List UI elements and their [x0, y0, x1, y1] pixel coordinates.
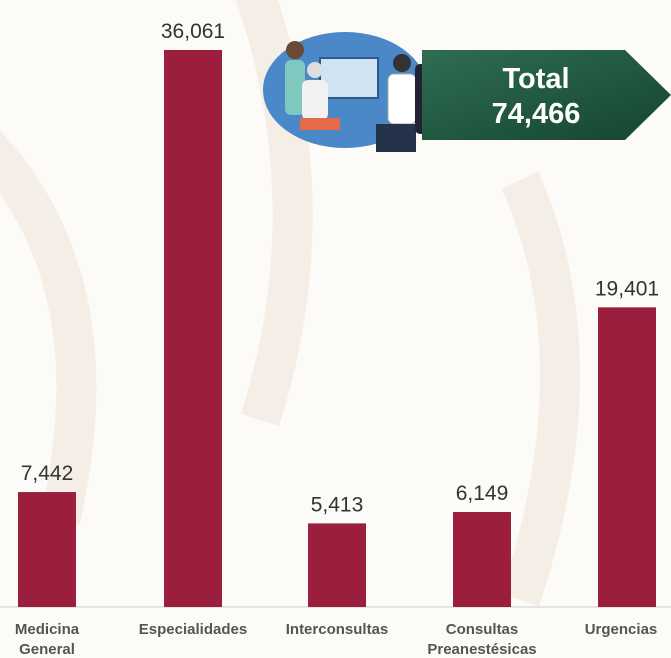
category-label: Especialidades: [123, 620, 263, 640]
category-label: Urgencias: [571, 620, 671, 640]
total-value: 74,466: [492, 98, 581, 130]
category-label: Interconsultas: [267, 620, 407, 640]
value-label: 6,149: [456, 482, 509, 505]
category-label: Medicina General: [7, 620, 87, 658]
total-title: Total: [502, 63, 569, 95]
bar: [164, 50, 222, 607]
chart: Total 74,466 7,442 36,061 5,413 6,149 19,401: [0, 0, 671, 658]
category-label: Consultas Preanestésicas: [407, 620, 557, 658]
value-label: 5,413: [311, 493, 364, 516]
value-label: 7,442: [21, 462, 74, 485]
bar: [598, 307, 656, 607]
page: Total 74,466 7,442 36,061 5,413 6,149 19,401…: [0, 0, 671, 658]
bar: [453, 512, 511, 607]
bar: [308, 523, 366, 607]
value-label: 36,061: [161, 20, 225, 43]
bar: [18, 492, 76, 607]
value-label: 19,401: [595, 277, 659, 300]
